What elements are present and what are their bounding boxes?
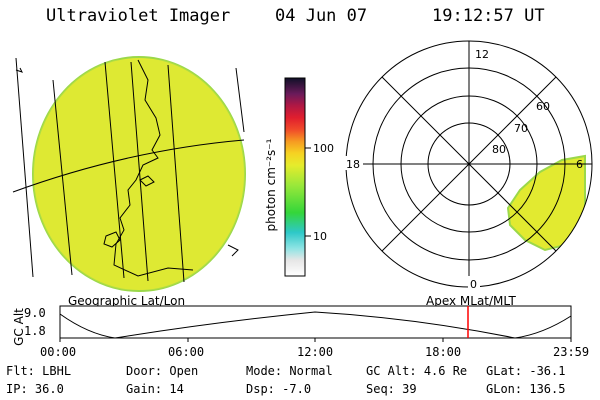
parallel-line xyxy=(12,139,245,193)
lat-label-70: 70 xyxy=(514,122,528,135)
status-gc-alt: GC Alt: 4.6 Re xyxy=(366,364,468,378)
status-glat: GLat: -36.1 xyxy=(486,364,566,378)
altitude-xtick-0000: 00:00 xyxy=(40,345,77,359)
status-door: Door: Open xyxy=(126,364,199,378)
mlt-label-0: 0 xyxy=(470,278,477,291)
altitude-plot xyxy=(59,305,572,342)
polar-plot: 12 18 6 0 60 70 80 xyxy=(345,40,593,291)
meridian-line xyxy=(15,57,34,278)
geographic-caption: Geographic Lat/Lon xyxy=(68,294,186,308)
colorbar: 100 10 xyxy=(284,77,334,277)
colorbar-unit-label: photon cm⁻²s⁻¹ xyxy=(264,138,278,232)
auroral-image-region xyxy=(506,154,586,252)
colorbar-tick-10: 10 xyxy=(313,230,327,243)
status-dsp: Dsp: -7.0 xyxy=(246,382,312,396)
meridian-line xyxy=(167,64,185,283)
status-ip: IP: 36.0 xyxy=(6,382,64,396)
altitude-curve xyxy=(59,311,572,339)
meridian-line xyxy=(130,61,149,282)
lat-label-80: 80 xyxy=(492,143,506,156)
status-gain: Gain: 14 xyxy=(126,382,184,396)
altitude-xtick-2359: 23:59 xyxy=(553,345,590,359)
date-label: 04 Jun 07 xyxy=(275,6,368,26)
mlt-label-6: 6 xyxy=(576,158,583,171)
altitude-ytick-min: 1.8 xyxy=(24,324,46,338)
time-label: 19:12:57 UT xyxy=(432,6,545,26)
lat-label-60: 60 xyxy=(536,100,550,113)
meridian-line xyxy=(235,67,245,133)
mlt-label-12: 12 xyxy=(475,48,489,61)
altitude-ytick-max: 9.0 xyxy=(24,306,46,320)
apex-caption: Apex MLat/MLT xyxy=(426,294,516,308)
status-flt: Flt: LBHL xyxy=(6,364,72,378)
status-seq: Seq: 39 xyxy=(366,382,417,396)
geographic-image xyxy=(12,56,246,292)
altitude-xtick-1200: 12:00 xyxy=(297,345,334,359)
meridian-line xyxy=(52,79,73,276)
status-glon: GLon: 136.5 xyxy=(486,382,566,396)
status-mode: Mode: Normal xyxy=(246,364,333,378)
altitude-xtick-1800: 18:00 xyxy=(425,345,462,359)
colorbar-tick-100: 100 xyxy=(313,142,334,155)
instrument-title: Ultraviolet Imager xyxy=(46,6,231,26)
mlt-label-18: 18 xyxy=(346,158,360,171)
meridian-line xyxy=(104,61,125,279)
altitude-xtick-0600: 06:00 xyxy=(168,345,205,359)
